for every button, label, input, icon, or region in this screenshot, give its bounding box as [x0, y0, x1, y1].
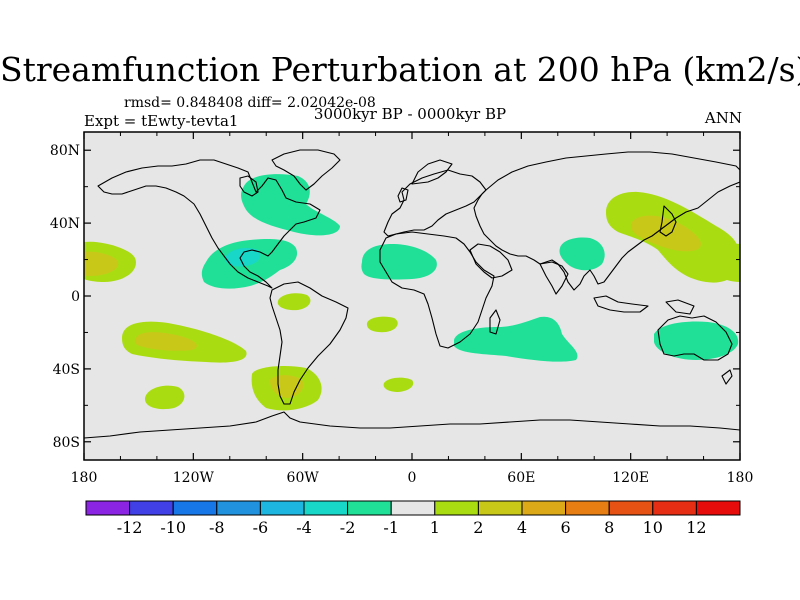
lon-tick-label: 180 — [71, 470, 98, 486]
lat-tick-label: 80S — [53, 435, 80, 451]
anomaly-tropical-s-atlantic — [366, 316, 398, 333]
colorbar-label: -4 — [296, 518, 312, 537]
coastline-new-zealand — [721, 361, 740, 385]
colorbar-swatch — [652, 500, 697, 516]
coastline-arabia — [469, 243, 513, 279]
colorbar-swatch — [390, 500, 436, 516]
lat-tick-label: 80N — [50, 143, 80, 159]
lon-tick-label: 120E — [612, 470, 649, 486]
colorbar-label: 6 — [561, 518, 571, 537]
colorbar-label: -12 — [117, 518, 143, 537]
coastline-africa — [379, 231, 495, 349]
lon-tick-label: 180 — [727, 470, 754, 486]
rmsd-diff-label: rmsd= 0.848408 diff= 2.02042e-08 — [124, 95, 376, 111]
lon-tick-label: 60E — [507, 470, 535, 486]
anomaly-nw-pacific-core — [630, 215, 701, 252]
colorbar: -12 -10 -8 -6 -4 -2 -1 1 2 4 6 8 10 12 — [85, 500, 741, 537]
lon-tick-label: 0 — [408, 470, 417, 486]
colorbar-swatch — [477, 500, 523, 516]
colorbar-label: 2 — [473, 518, 483, 537]
anomaly-arabian-sea — [559, 237, 605, 271]
lon-tick-label: 120W — [173, 470, 215, 486]
colorbar-swatch — [303, 500, 349, 516]
colorbar-swatch — [216, 500, 261, 516]
coastline-hudson-bay — [239, 175, 259, 197]
coastline-india — [539, 261, 569, 295]
anomaly-eastern-north-america — [241, 174, 340, 236]
colorbar-swatch — [521, 500, 567, 516]
colorbar-label: -10 — [160, 518, 186, 537]
colorbar-label: -2 — [340, 518, 356, 537]
colorbar-swatch — [259, 500, 305, 516]
colorbar-label: 1 — [430, 518, 440, 537]
colorbar-label: -8 — [209, 518, 225, 537]
colorbar-label: 4 — [517, 518, 527, 537]
coastline-australia — [657, 315, 733, 361]
lat-tick-label: 40N — [50, 216, 80, 232]
anomaly-s-pacific-55s — [144, 385, 185, 410]
colorbar-label: -6 — [253, 518, 269, 537]
colorbar-swatch — [129, 500, 174, 516]
coastline-indonesia — [593, 295, 649, 313]
map-background — [84, 132, 740, 460]
anomaly-gulf-mexico-core — [225, 248, 261, 267]
colorbar-swatch — [85, 500, 131, 516]
anomaly-fills — [84, 174, 740, 411]
colorbar-swatch — [172, 500, 218, 516]
lat-tick-label: 0 — [71, 289, 80, 305]
plot-title: Streamfunction Perturbation at 200 hPa (… — [0, 50, 800, 89]
anomaly-east-pacific-20n-core — [84, 251, 119, 276]
coastline-antarctica — [84, 411, 740, 439]
coastline-south-america — [269, 281, 349, 405]
coastline-greenland — [271, 149, 341, 191]
anomaly-indian-ocean — [454, 316, 578, 362]
colorbar-label: -1 — [383, 518, 399, 537]
axis-ticks: 80N 40N 0 40S 80S 180 120W 60W 0 60E 120E 180 — [50, 132, 753, 486]
colorbar-swatch — [434, 500, 479, 516]
colorbar-label: 8 — [604, 518, 614, 537]
anomaly-s-atlantic-50s — [383, 377, 414, 392]
colorbar-swatch — [608, 500, 654, 516]
coastline-north-america — [97, 159, 321, 289]
colorbar-swatch — [695, 500, 741, 516]
colorbar-swatch — [565, 500, 610, 516]
colorbar-label: 10 — [643, 518, 663, 537]
anomaly-australia — [654, 321, 739, 360]
coastlines — [84, 149, 740, 439]
anomaly-tropical-s-america — [277, 293, 311, 311]
anomaly-s-pacific-30s-core — [134, 332, 197, 351]
coastline-asia — [473, 151, 740, 291]
period-label: 3000kyr BP - 0000kyr BP — [313, 105, 507, 123]
coastline-madagascar — [489, 309, 501, 335]
coastline-scandinavia — [411, 159, 453, 185]
lat-tick-label: 40S — [53, 362, 80, 378]
season-label: ANN — [704, 109, 742, 127]
experiment-label: Expt = tEwty-tevta1 — [84, 112, 239, 130]
coastline-uk — [397, 187, 409, 203]
colorbar-label: 12 — [686, 518, 706, 537]
coastline-new-guinea — [665, 299, 695, 315]
coastline-japan — [659, 205, 677, 237]
lon-tick-label: 60W — [287, 470, 320, 486]
colorbar-swatch — [347, 500, 392, 516]
